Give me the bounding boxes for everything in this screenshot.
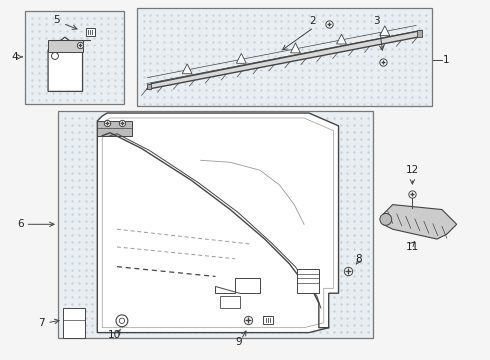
Bar	[25, 11, 124, 104]
Bar	[263, 316, 272, 324]
Polygon shape	[291, 43, 300, 53]
Polygon shape	[98, 113, 339, 333]
Text: 9: 9	[235, 337, 242, 347]
Text: 12: 12	[406, 165, 419, 175]
Polygon shape	[182, 64, 192, 74]
Text: 5: 5	[53, 14, 60, 24]
Polygon shape	[147, 84, 151, 89]
Circle shape	[116, 315, 128, 327]
Text: 4: 4	[12, 52, 18, 62]
Bar	[85, 28, 96, 36]
Bar	[58, 111, 373, 338]
Text: 2: 2	[309, 15, 316, 26]
Polygon shape	[216, 278, 260, 293]
Polygon shape	[48, 37, 82, 91]
Text: 6: 6	[18, 219, 24, 229]
Text: 1: 1	[443, 55, 449, 65]
Bar	[220, 296, 240, 308]
Bar	[63, 308, 84, 338]
Polygon shape	[236, 53, 246, 63]
Text: 10: 10	[108, 329, 121, 339]
Polygon shape	[383, 204, 457, 239]
Circle shape	[119, 318, 124, 323]
Polygon shape	[417, 30, 422, 37]
Polygon shape	[380, 26, 390, 36]
Text: 11: 11	[406, 242, 419, 252]
Polygon shape	[337, 34, 346, 44]
Polygon shape	[147, 30, 422, 89]
Text: 3: 3	[373, 15, 380, 26]
Bar	[137, 8, 432, 106]
Text: 7: 7	[38, 318, 45, 328]
Circle shape	[51, 53, 58, 59]
Text: 8: 8	[355, 254, 362, 264]
Bar	[48, 40, 82, 52]
Circle shape	[380, 213, 392, 225]
Bar	[297, 269, 319, 293]
Polygon shape	[98, 121, 132, 136]
